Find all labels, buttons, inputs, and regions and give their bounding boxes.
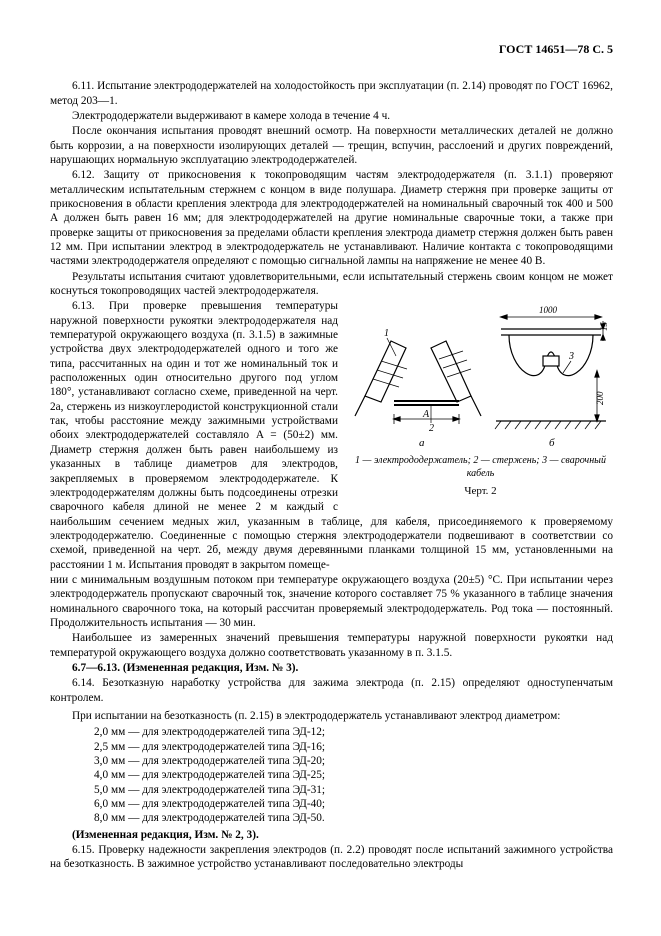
para-6-13-d: 6.7—6.13. (Измененная редакция, Изм. № 3…: [50, 661, 613, 675]
diam-row-7: 8,0 мм — для электрододержателей типа ЭД…: [94, 811, 613, 825]
para-6-15: 6.15. Проверку надежности закрепления эл…: [50, 843, 613, 872]
diam-row-3: 3,0 мм — для электрододержателей типа ЭД…: [94, 754, 613, 768]
dim-15: 15: [599, 322, 609, 332]
diameter-list: 2,0 мм — для электрододержателей типа ЭД…: [94, 725, 613, 825]
figure-label: Черт. 2: [348, 485, 613, 499]
document-header: ГОСТ 14651—78 С. 5: [50, 42, 613, 57]
callout-1a: 1: [384, 328, 389, 339]
wrap-block: A 1 2 а: [50, 299, 613, 573]
sub-a: а: [419, 437, 425, 449]
callout-3: 3: [568, 351, 574, 362]
para-6-12-b: Результаты испытания считают удовлетвори…: [50, 270, 613, 299]
dim-a-label: A: [422, 409, 430, 420]
sub-b: б: [549, 437, 555, 449]
diam-row-2: 2,5 мм — для электрододержателей типа ЭД…: [94, 740, 613, 754]
callout-2a: 2: [429, 423, 434, 434]
para-6-13-c: Наибольшее из замеренных значений превыш…: [50, 631, 613, 660]
figure-legend: 1 — электрододержатель; 2 — стержень; 3 …: [348, 455, 613, 480]
para-6-11-a: 6.11. Испытание электрододержателей на х…: [50, 79, 613, 108]
para-6-12-a: 6.12. Защиту от прикосновения к токопров…: [50, 168, 613, 268]
diam-row-1: 2,0 мм — для электрододержателей типа ЭД…: [94, 725, 613, 739]
dim-1000: 1000: [539, 305, 558, 315]
para-6-11-b: Электрододержатели выдерживают в камере …: [50, 109, 613, 123]
para-6-14-c: (Измененная редакция, Изм. № 2, 3).: [50, 828, 613, 842]
diam-row-5: 5,0 мм — для электрододержателей типа ЭД…: [94, 783, 613, 797]
para-6-13-b: нии с минимальным воздушным потоком при …: [50, 573, 613, 630]
diam-row-4: 4,0 мм — для электрододержателей типа ЭД…: [94, 768, 613, 782]
figure-svg: A 1 2 а: [351, 301, 611, 451]
para-6-14-b: При испытании на безотказность (п. 2.15)…: [50, 709, 613, 723]
figure-2: A 1 2 а: [348, 301, 613, 498]
dim-200: 200: [595, 391, 605, 405]
diam-row-6: 6,0 мм — для электрододержателей типа ЭД…: [94, 797, 613, 811]
para-6-14-a: 6.14. Безотказную наработку устройства д…: [50, 676, 613, 705]
para-6-11-c: После окончания испытания проводят внешн…: [50, 124, 613, 167]
page: ГОСТ 14651—78 С. 5 6.11. Испытание элект…: [0, 0, 661, 936]
